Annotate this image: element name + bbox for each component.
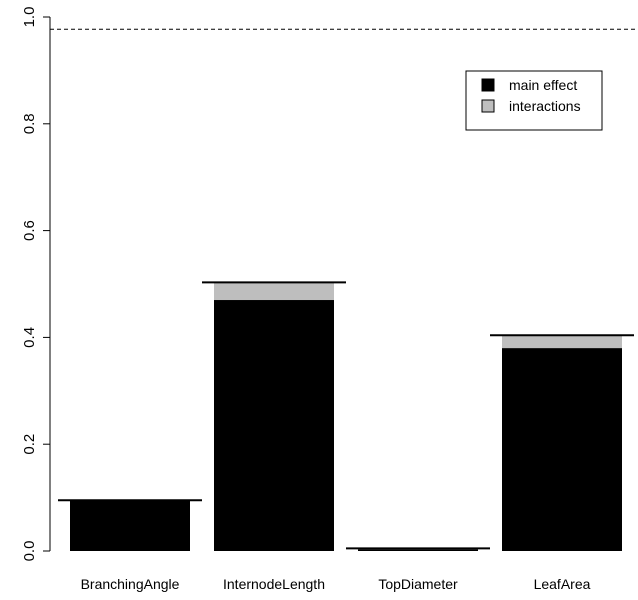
- x-category-label: LeafArea: [534, 576, 591, 592]
- y-tick-label: 0.8: [21, 113, 38, 134]
- bar-main-effect: [358, 549, 478, 551]
- y-tick-label: 0.6: [21, 220, 38, 241]
- bar-main-effect: [214, 300, 334, 551]
- bar-main-effect: [70, 500, 190, 551]
- legend-swatch: [481, 99, 495, 113]
- y-tick-label: 0.2: [21, 434, 38, 455]
- x-category-label: InternodeLength: [223, 576, 325, 592]
- y-axis: 0.0 0.2 0.4 0.6 0.8 1.0: [21, 7, 51, 562]
- y-tick-label: 1.0: [21, 7, 38, 28]
- x-category-label: TopDiameter: [378, 576, 458, 592]
- bar-main-effect: [502, 348, 622, 551]
- bar-interactions: [502, 335, 622, 349]
- legend-swatch: [481, 78, 495, 92]
- bar-interactions: [214, 282, 334, 301]
- y-tick-label: 0.4: [21, 327, 38, 348]
- x-axis-labels: BranchingAngle InternodeLength TopDiameter…: [81, 576, 591, 592]
- x-category-label: BranchingAngle: [81, 576, 180, 592]
- legend-label: interactions: [509, 98, 581, 114]
- bars-group: [58, 281, 634, 551]
- y-tick-label: 0.0: [21, 541, 38, 562]
- legend-label: main effect: [509, 77, 577, 93]
- legend: main effect interactions: [465, 70, 603, 131]
